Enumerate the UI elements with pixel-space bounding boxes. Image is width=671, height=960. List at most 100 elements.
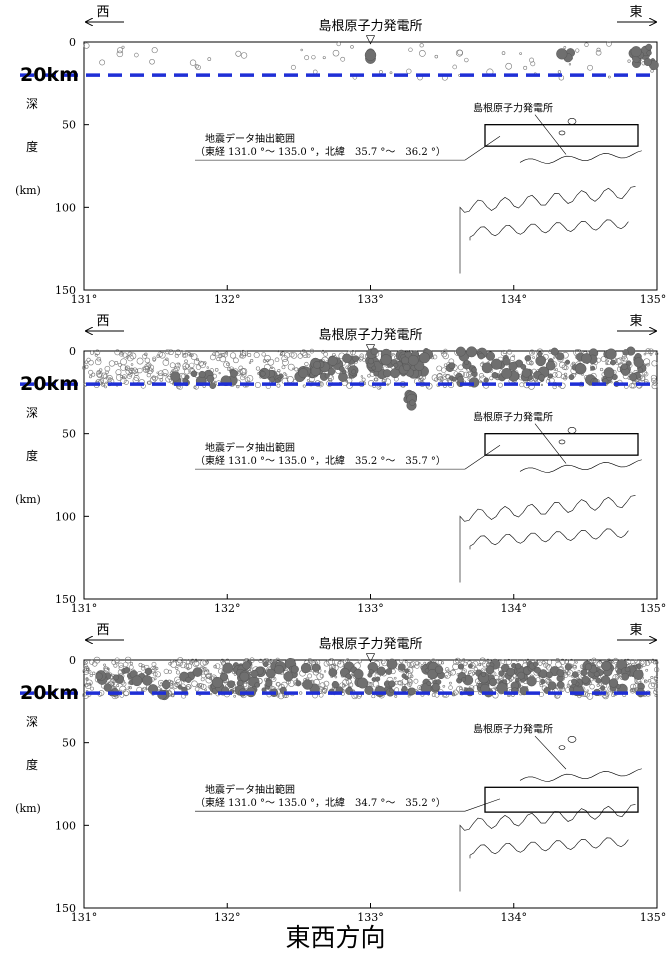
earthquake-point bbox=[241, 372, 247, 378]
earthquake-point bbox=[140, 687, 145, 692]
earthquake-point bbox=[258, 658, 263, 664]
earthquake-point bbox=[165, 348, 171, 355]
earthquake-point bbox=[126, 373, 132, 379]
earthquake-point bbox=[471, 671, 476, 675]
earthquake-point bbox=[394, 687, 400, 693]
earthquake-point bbox=[210, 692, 213, 696]
inset-map-coastline bbox=[459, 736, 642, 892]
earthquake-point bbox=[116, 684, 120, 688]
reference-line-label: 20km bbox=[20, 373, 79, 395]
earthquake-cluster-point bbox=[371, 365, 377, 371]
earthquake-cluster-point bbox=[398, 663, 406, 671]
earthquake-cluster-point bbox=[545, 360, 556, 371]
earthquake-point bbox=[441, 367, 447, 373]
earthquake-cluster-point bbox=[624, 666, 631, 673]
earthquake-point bbox=[337, 661, 342, 665]
earthquake-cluster-point bbox=[457, 663, 465, 670]
earthquake-cluster-point bbox=[575, 363, 587, 375]
earthquake-point bbox=[222, 352, 228, 358]
earthquake-point bbox=[186, 684, 192, 690]
earthquake-cluster-point bbox=[605, 348, 617, 360]
earthquake-cluster-point bbox=[556, 352, 565, 361]
earthquake-cluster-point bbox=[600, 675, 611, 685]
earthquake-point bbox=[216, 357, 221, 362]
earthquake-cluster-point bbox=[610, 359, 616, 366]
earthquake-point bbox=[528, 349, 535, 356]
earthquake-point bbox=[557, 70, 562, 74]
inset-map-coastline bbox=[459, 118, 642, 274]
earthquake-cluster-point bbox=[327, 367, 336, 376]
earthquake-point bbox=[157, 373, 164, 380]
earthquake-cluster-point bbox=[466, 346, 478, 358]
earthquake-cluster-point bbox=[501, 367, 513, 379]
earthquake-point bbox=[654, 694, 657, 697]
earthquake-point bbox=[151, 661, 157, 667]
earthquake-cluster-point bbox=[401, 673, 407, 679]
earthquake-point bbox=[328, 378, 332, 382]
earthquake-point bbox=[157, 351, 163, 357]
earthquake-cluster-point bbox=[502, 357, 511, 366]
earthquake-point bbox=[616, 357, 624, 365]
earthquake-cluster-point bbox=[328, 668, 338, 677]
earthquake-cluster-point bbox=[351, 369, 357, 375]
earthquake-point bbox=[321, 688, 328, 694]
earthquake-point bbox=[414, 663, 420, 669]
earthquake-point bbox=[419, 43, 424, 48]
earthquake-point bbox=[88, 682, 92, 686]
earthquake-point bbox=[318, 692, 324, 698]
earthquake-point bbox=[544, 663, 550, 669]
earthquake-point bbox=[648, 348, 654, 355]
earthquake-point bbox=[114, 361, 119, 365]
earthquake-point bbox=[564, 376, 568, 379]
earthquake-point bbox=[120, 364, 127, 371]
earthquake-point bbox=[226, 362, 230, 366]
earthquake-cluster-point bbox=[185, 676, 192, 683]
earthquake-point bbox=[213, 380, 217, 384]
earthquake-point bbox=[229, 352, 237, 359]
earthquake-point bbox=[129, 352, 137, 360]
earthquake-point bbox=[146, 362, 152, 368]
earthquake-point bbox=[560, 688, 563, 692]
earthquake-point bbox=[190, 353, 194, 357]
earthquake-cluster-point bbox=[645, 43, 653, 51]
earthquake-point bbox=[635, 680, 638, 684]
earthquake-point bbox=[168, 662, 172, 666]
earthquake-point bbox=[85, 667, 89, 671]
earthquake-cluster-point bbox=[327, 355, 338, 366]
earthquake-point bbox=[89, 659, 95, 665]
earthquake-point bbox=[163, 372, 167, 377]
earthquake-point bbox=[185, 659, 192, 665]
y-label-1: 深 bbox=[26, 97, 38, 111]
earthquake-cluster-point bbox=[376, 666, 386, 676]
earthquake-point bbox=[200, 677, 205, 682]
earthquake-point bbox=[86, 679, 93, 687]
earthquake-point bbox=[142, 353, 148, 359]
earthquake-point bbox=[183, 663, 190, 669]
earthquake-point bbox=[99, 59, 106, 66]
earthquake-cluster-point bbox=[455, 346, 466, 357]
earthquake-point bbox=[441, 661, 445, 665]
earthquake-point bbox=[334, 675, 338, 679]
earthquake-point bbox=[108, 360, 116, 367]
earthquake-cluster-point bbox=[517, 671, 525, 680]
earthquake-point bbox=[137, 367, 143, 374]
earthquake-point bbox=[280, 351, 286, 357]
earthquake-point bbox=[560, 373, 566, 380]
earthquake-point bbox=[116, 50, 124, 58]
earthquake-cluster-point bbox=[144, 667, 153, 676]
earthquake-cluster-point bbox=[295, 680, 302, 687]
earthquake-point bbox=[653, 675, 658, 680]
earthquake-cluster-point bbox=[112, 674, 119, 681]
earthquake-cluster-point bbox=[521, 368, 532, 378]
earthquake-point bbox=[300, 48, 303, 52]
earthquake-cluster-point bbox=[556, 681, 565, 689]
earthquake-point bbox=[455, 657, 461, 664]
earthquake-point bbox=[159, 352, 166, 359]
earthquake-point bbox=[152, 358, 156, 362]
earthquake-point bbox=[162, 359, 170, 366]
earthquake-cluster-point bbox=[571, 678, 578, 685]
earthquake-point bbox=[199, 361, 206, 369]
plant-marker: ▽ bbox=[366, 650, 376, 664]
earthquake-cluster-point bbox=[407, 354, 419, 366]
y-tick-label: 100 bbox=[55, 510, 76, 523]
